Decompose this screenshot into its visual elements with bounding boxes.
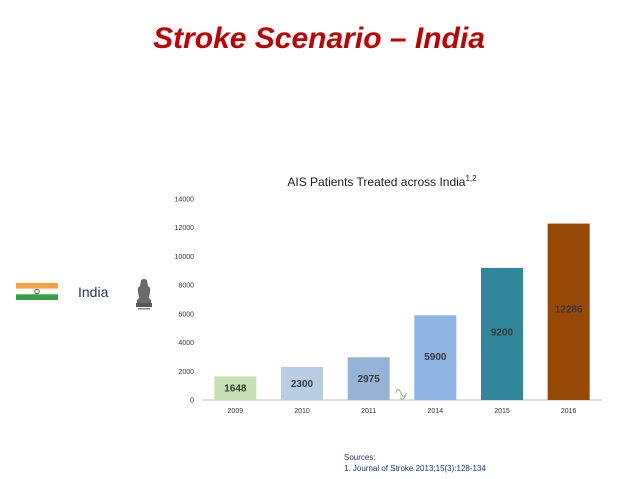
y-tick-label: 2000 (178, 369, 194, 376)
country-label: India (78, 284, 109, 300)
y-tick-label: 0 (190, 398, 194, 405)
data-label: 5900 (424, 352, 447, 363)
bar (214, 376, 257, 400)
india-flag-icon (16, 283, 58, 300)
page-title: Stroke Scenario – India (153, 22, 485, 55)
x-tick-label: 2016 (561, 408, 577, 415)
y-tick-label: 14000 (175, 197, 195, 204)
data-label: 1648 (224, 384, 247, 395)
bar (547, 223, 590, 400)
x-tick-label: 2014 (428, 408, 444, 415)
squiggle-icon (395, 389, 407, 400)
sources-note: Sources: 1. Journal of Stroke 2013;15(3)… (344, 452, 486, 474)
data-label: 12286 (555, 304, 583, 315)
data-label: 2300 (291, 379, 314, 390)
y-tick-label: 12000 (175, 225, 195, 232)
bar (481, 267, 523, 400)
y-tick-label: 10000 (175, 254, 195, 261)
bar (281, 366, 323, 400)
sources-heading: Sources: (344, 453, 376, 462)
y-tick-label: 6000 (178, 311, 194, 318)
chart-title-superscript: 1,2 (465, 174, 477, 183)
y-tick-label: 4000 (178, 340, 194, 347)
x-tick-label: 2010 (294, 408, 310, 415)
bar (347, 357, 390, 400)
india-emblem-icon (136, 279, 152, 310)
x-tick-label: 2011 (361, 408, 376, 415)
bar (414, 315, 457, 400)
x-tick-label: 2009 (228, 408, 244, 415)
data-label: 2975 (358, 374, 381, 385)
x-tick-label: 2015 (494, 408, 510, 415)
source-1: 1. Journal of Stroke 2013;15(3):128-134 (344, 464, 486, 473)
y-tick-label: 8000 (178, 283, 194, 290)
chart-title: AIS Patients Treated across India1,2 (287, 174, 477, 189)
data-label: 9200 (491, 327, 514, 338)
